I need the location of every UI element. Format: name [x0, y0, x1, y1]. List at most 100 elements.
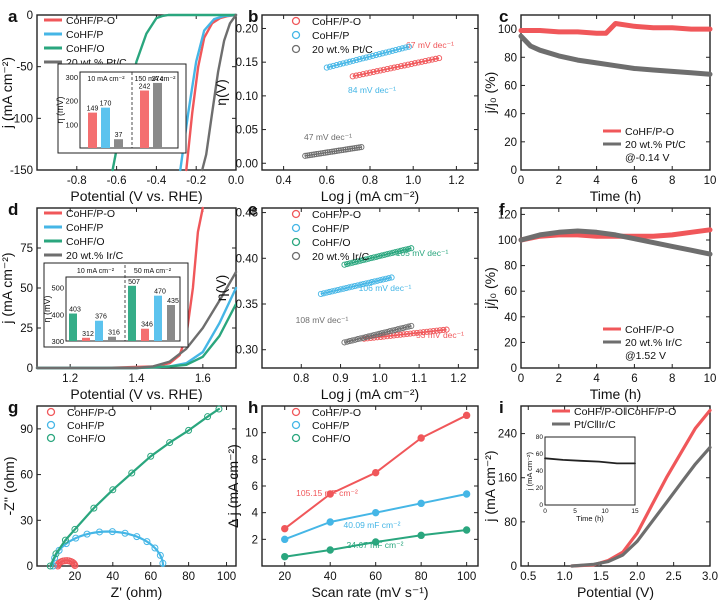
- legend-label-1: 20 wt.% Pt/C: [625, 139, 686, 151]
- data-point: [143, 538, 151, 546]
- x-tick-label: -0.8: [67, 175, 87, 187]
- legend-label-0: CoHF/P-O‖CoHF/P-O: [574, 406, 676, 418]
- inset-y-axis-label: η (mV): [42, 295, 52, 322]
- data-point: [462, 411, 471, 420]
- x-tick-label: 0.8: [293, 373, 309, 385]
- data-point: [462, 526, 471, 534]
- x-tick-label: 4: [593, 175, 600, 187]
- panel-letter: e: [248, 200, 257, 219]
- capacitance-label: 24.67 mF cm⁻²: [347, 540, 404, 550]
- inset-y-axis-label: j (mA cm⁻²): [525, 451, 534, 491]
- legend-label-1: 20 wt.% Ir/C: [625, 337, 683, 349]
- data-point: [371, 468, 380, 477]
- legend-label-2: 20 wt.% Pt/C: [312, 44, 373, 56]
- tafel-slope-label: 106 mV dec⁻¹: [359, 283, 412, 293]
- inset-y-tick-label: 40: [536, 468, 544, 475]
- legend-marker-2: [291, 433, 301, 443]
- inset-y-tick-label: 500: [51, 284, 64, 293]
- y-tick-label: 30: [20, 515, 33, 527]
- x-tick-label: 2: [556, 175, 562, 187]
- legend-marker-2: [46, 433, 56, 443]
- x-axis-label: Potential (V vs. RHE): [70, 188, 202, 204]
- y-tick-label: 20: [504, 337, 517, 349]
- y-tick-label: 40: [504, 312, 517, 324]
- x-tick-label: 0: [518, 175, 524, 187]
- data-point: [72, 534, 80, 542]
- y-tick-label: 0: [511, 561, 517, 573]
- inset-group-label: 50 mA cm⁻²: [134, 268, 172, 275]
- panel-letter: b: [248, 7, 258, 26]
- inset-bar-value: 435: [167, 298, 179, 305]
- data-point: [61, 536, 69, 544]
- y-tick-label: -50: [16, 62, 33, 74]
- series-line-1: [570, 445, 712, 568]
- x-axis-label: Potential (V vs. RHE): [70, 386, 202, 402]
- x-tick-label: 20: [278, 571, 291, 583]
- data-point: [83, 530, 91, 538]
- legend-label-0: CoHF/P-O: [67, 407, 116, 419]
- x-axis-label: Time (h): [590, 386, 642, 402]
- fit-line-3: [344, 325, 412, 344]
- data-point: [128, 469, 136, 477]
- inset-y-tick-label: 20: [536, 485, 544, 492]
- y-tick-label: 80: [504, 52, 517, 64]
- data-point: [281, 535, 289, 544]
- y-tick-label: 0.10: [236, 91, 258, 103]
- data-point: [281, 524, 289, 533]
- legend-label-0: CoHF/P-O: [312, 407, 361, 419]
- plot-frame-a: [36, 14, 237, 171]
- data-point: [147, 452, 155, 460]
- y-tick-label: 80: [504, 517, 517, 529]
- x-tick-label: 6: [631, 373, 637, 385]
- x-tick-label: 1.2: [450, 373, 466, 385]
- data-point: [133, 533, 141, 541]
- inset-bar-value: 316: [108, 330, 120, 337]
- legend-label-0: CoHF/P-O: [312, 16, 361, 28]
- inset-group-label: 10 mA cm⁻²: [87, 76, 125, 83]
- panel-letter: g: [8, 398, 18, 417]
- x-tick-label: 0.4: [276, 175, 293, 187]
- data-point: [52, 550, 60, 558]
- y-tick-label: 2: [252, 534, 258, 546]
- x-tick-label: 1.2: [448, 175, 464, 187]
- data-point: [371, 508, 380, 517]
- inset-bar: [154, 295, 162, 341]
- inset-bar: [95, 320, 103, 341]
- plot-frame-c: [520, 14, 711, 171]
- data-point: [215, 405, 223, 413]
- y-tick-label: 240: [498, 429, 517, 441]
- x-axis-label: Z' (ohm): [111, 584, 163, 600]
- y-tick-label: 0.30: [236, 345, 258, 357]
- y-tick-label: 0: [27, 561, 33, 573]
- tafel-slope-label: 53 mV dec⁻¹: [416, 330, 464, 340]
- y-tick-label: 60: [504, 286, 517, 298]
- legend-marker-0: [291, 209, 301, 219]
- y-axis-label: Δ j (mA cm⁻²): [225, 444, 241, 528]
- fit-line-2: [305, 146, 362, 157]
- series-line-3: [35, 270, 238, 370]
- y-tick-label: 100: [498, 235, 517, 247]
- legend-label-1: CoHF/P: [312, 223, 349, 235]
- y-tick-label: 0.15: [236, 57, 258, 69]
- inset-x-axis-label: Time (h): [576, 514, 604, 523]
- x-tick-label: 2: [556, 373, 562, 385]
- legend-label-1: CoHF/P: [312, 30, 349, 42]
- x-tick-label: 8: [669, 373, 675, 385]
- x-tick-label: 60: [144, 571, 157, 583]
- inset-bar-value: 507: [128, 279, 140, 286]
- y-axis-label: η(V): [213, 275, 229, 301]
- fit-line-1: [326, 45, 410, 69]
- y-tick-label: 80: [504, 261, 517, 273]
- y-tick-label: -100: [10, 113, 33, 125]
- legend-label-0: CoHF/P-O: [312, 209, 361, 221]
- x-tick-label: 20: [69, 571, 82, 583]
- data-point: [159, 559, 167, 567]
- legend-marker-0: [291, 407, 301, 417]
- y-tick-label: 90: [20, 424, 33, 436]
- legend-label-2: CoHF/O: [312, 433, 351, 445]
- data-point: [109, 486, 117, 494]
- inset-bar: [101, 107, 110, 148]
- x-tick-label: 0.5: [520, 571, 536, 583]
- y-tick-label: 8: [252, 454, 258, 466]
- data-point: [462, 490, 471, 498]
